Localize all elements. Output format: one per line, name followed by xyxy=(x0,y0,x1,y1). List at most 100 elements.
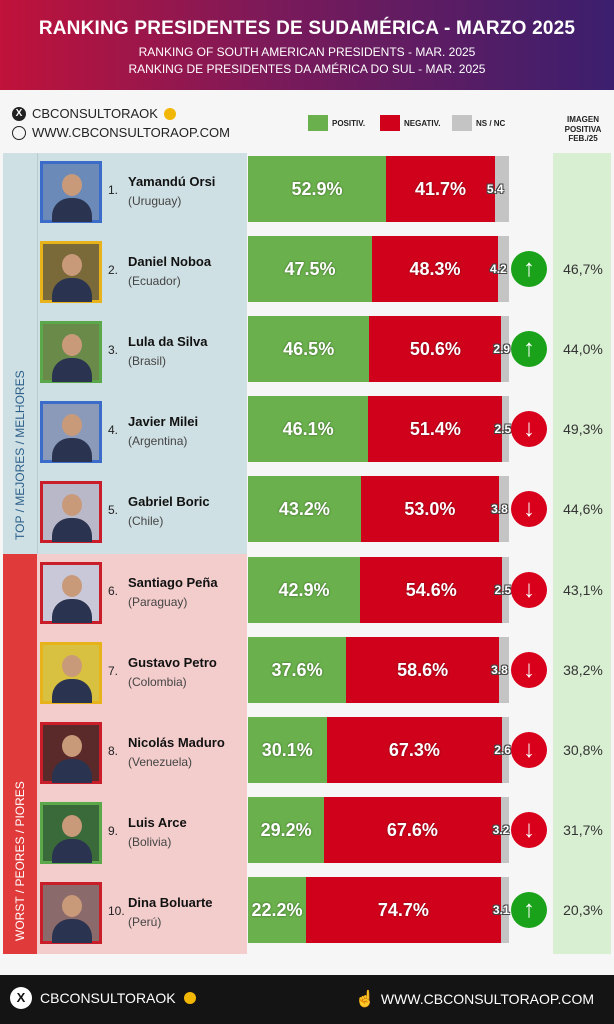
social-handle-text: CBCONSULTORAOK xyxy=(32,106,158,121)
portrait-head xyxy=(62,334,82,357)
stacked-bar: 42.9% 54.6% 2.5 xyxy=(248,556,511,623)
bar-nsnc xyxy=(502,716,509,783)
country-name: (Uruguay) xyxy=(128,194,182,208)
bar-positive-label: 43.2% xyxy=(278,499,330,520)
bar-nsnc xyxy=(500,796,509,863)
country-name: (Paraguay) xyxy=(128,594,188,609)
previous-positive-image: 38,2% xyxy=(563,661,603,678)
footer-handle: CBCONSULTORAOK xyxy=(40,990,176,1006)
president-photo xyxy=(40,321,102,384)
bar-positive xyxy=(248,876,306,943)
previous-positive-image: 20,3% xyxy=(563,901,603,918)
arrow-down-icon: ↓ xyxy=(511,491,547,528)
bar-negative-label: 51.4% xyxy=(409,419,461,440)
table-row: 3. Lula da Silva (Brasil) 46.5% 50.6% 2.9 ↑ 44,… xyxy=(0,313,614,393)
president-name: Gustavo Petro xyxy=(128,654,217,670)
president-name: Daniel Noboa xyxy=(128,254,212,270)
bar-nsnc-label: 4.2 xyxy=(490,262,507,277)
bar-positive-label: 22.2% xyxy=(251,899,303,920)
portrait-body xyxy=(52,598,92,623)
bar-nsnc-label: 5.4 xyxy=(486,182,504,196)
legend-positive-label: POSITIV. xyxy=(332,118,366,128)
legend-positive: POSITIV. xyxy=(308,115,365,131)
bar-nsnc-label: 3.1 xyxy=(492,902,510,917)
footer-website[interactable]: ☝ WWW.CBCONSULTORAOP.COM xyxy=(355,989,594,1009)
stacked-bar: 46.5% 50.6% 2.9 xyxy=(248,316,510,383)
table-row: 10. Dina Boluarte (Perú) 22.2% 74.7% 3.1 ↑ 20,3… xyxy=(0,874,614,954)
arrow-up-icon: ↑ xyxy=(511,331,547,368)
portrait-body xyxy=(52,278,92,303)
table-row: 5. Gabriel Boric (Chile) 43.2% 53.0% 3.8 ↓ 44,6… xyxy=(0,473,614,553)
rank-number: 5. xyxy=(108,503,119,518)
portrait-head xyxy=(62,494,82,517)
table-row: 4. Javier Milei (Argentina) 46.1% 51.4% 2.5 ↓ 4… xyxy=(0,393,614,473)
social-website[interactable]: WWW.CBCONSULTORAOP.COM xyxy=(12,125,230,140)
imagen-positiva-column xyxy=(553,153,611,954)
country-name: (Bolivia) xyxy=(128,834,172,849)
verified-badge-icon xyxy=(163,107,176,120)
bar-negative xyxy=(386,156,495,222)
table-row: 1. Yamandú Orsi (Uruguay) 52.9% 41.7% 5.4 xyxy=(0,153,614,233)
arrow-up-icon: ↑ xyxy=(511,251,547,288)
bar-nsnc-label: 3.2 xyxy=(492,822,510,837)
bar-negative-label: 50.6% xyxy=(409,339,461,360)
stacked-bar: 29.2% 67.6% 3.2 xyxy=(248,796,510,863)
table-row: 9. Luis Arce (Bolivia) 29.2% 67.6% 3.2 ↓ 31,7% xyxy=(0,794,614,874)
bar-positive xyxy=(248,716,327,783)
stacked-bar: 52.9% 41.7% 5.4 xyxy=(248,156,509,222)
arrow-down-icon: ↓ xyxy=(511,651,547,688)
previous-positive-image: 44,0% xyxy=(563,341,603,358)
rank-number: 2. xyxy=(108,263,119,278)
president-photo xyxy=(40,721,102,784)
bar-nsnc xyxy=(498,236,509,303)
portrait-body xyxy=(52,918,92,943)
bar-negative-label: 53.0% xyxy=(404,499,456,520)
arrow-down-icon: ↓ xyxy=(511,811,547,848)
bar-negative xyxy=(368,396,503,463)
bar-positive xyxy=(248,556,360,623)
president-photo xyxy=(40,641,102,704)
bar-nsnc-label: 2.6 xyxy=(494,742,511,757)
portrait-body xyxy=(52,198,92,222)
country-name: (Perú) xyxy=(128,914,162,929)
legend-positive-swatch xyxy=(308,115,328,131)
president-photo xyxy=(40,481,102,544)
verified-badge-icon xyxy=(183,992,196,1004)
bar-positive-label: 46.5% xyxy=(283,339,335,360)
bar-negative xyxy=(371,236,499,303)
president-name: Nicolás Maduro xyxy=(128,734,225,750)
bar-negative xyxy=(326,716,503,783)
legend-negative: NEGATIV. xyxy=(380,115,440,131)
portrait-body xyxy=(52,758,92,783)
portrait-head xyxy=(62,254,82,277)
president-photo xyxy=(40,881,102,944)
president-name: Lula da Silva xyxy=(128,334,208,350)
bar-positive-label: 29.2% xyxy=(260,819,312,840)
stacked-bar: 30.1% 67.3% 2.6 xyxy=(248,716,511,783)
bar-positive xyxy=(248,796,325,863)
bar-positive-label: 30.1% xyxy=(261,739,313,760)
previous-positive-image: 46,7% xyxy=(563,261,603,278)
country-name: (Ecuador) xyxy=(128,274,181,289)
table-row: 6. Santiago Peña (Paraguay) 42.9% 54.6% 2.5 ↓ 4… xyxy=(0,554,614,634)
table-row: 2. Daniel Noboa (Ecuador) 47.5% 48.3% 4.2 ↑ 46,… xyxy=(0,233,614,313)
social-handle[interactable]: X CBCONSULTORAOK xyxy=(12,106,176,121)
bar-negative-label: 67.3% xyxy=(388,739,440,760)
arrow-down-icon: ↓ xyxy=(511,571,547,608)
bar-negative-label: 67.6% xyxy=(386,819,438,840)
president-name: Yamandú Orsi xyxy=(128,174,216,189)
bar-positive-label: 42.9% xyxy=(278,579,330,600)
footer-social[interactable]: X CBCONSULTORAOK xyxy=(10,987,196,1009)
stacked-bar: 43.2% 53.0% 3.8 xyxy=(248,476,509,543)
bar-negative xyxy=(359,556,503,623)
president-name: Javier Milei xyxy=(128,414,199,430)
page-title: RANKING PRESIDENTES DE SUDAMÉRICA - MARZ… xyxy=(38,18,576,39)
imagen-positiva-line2: POSITIVA xyxy=(564,124,602,134)
bar-positive-label: 46.1% xyxy=(282,419,334,440)
bar-negative xyxy=(324,796,501,863)
rank-number: 10. xyxy=(108,903,125,918)
social-website-text: WWW.CBCONSULTORAOP.COM xyxy=(32,125,230,140)
bar-nsnc xyxy=(500,876,509,943)
bar-positive xyxy=(248,236,372,303)
stacked-bar: 22.2% 74.7% 3.1 xyxy=(248,876,510,943)
